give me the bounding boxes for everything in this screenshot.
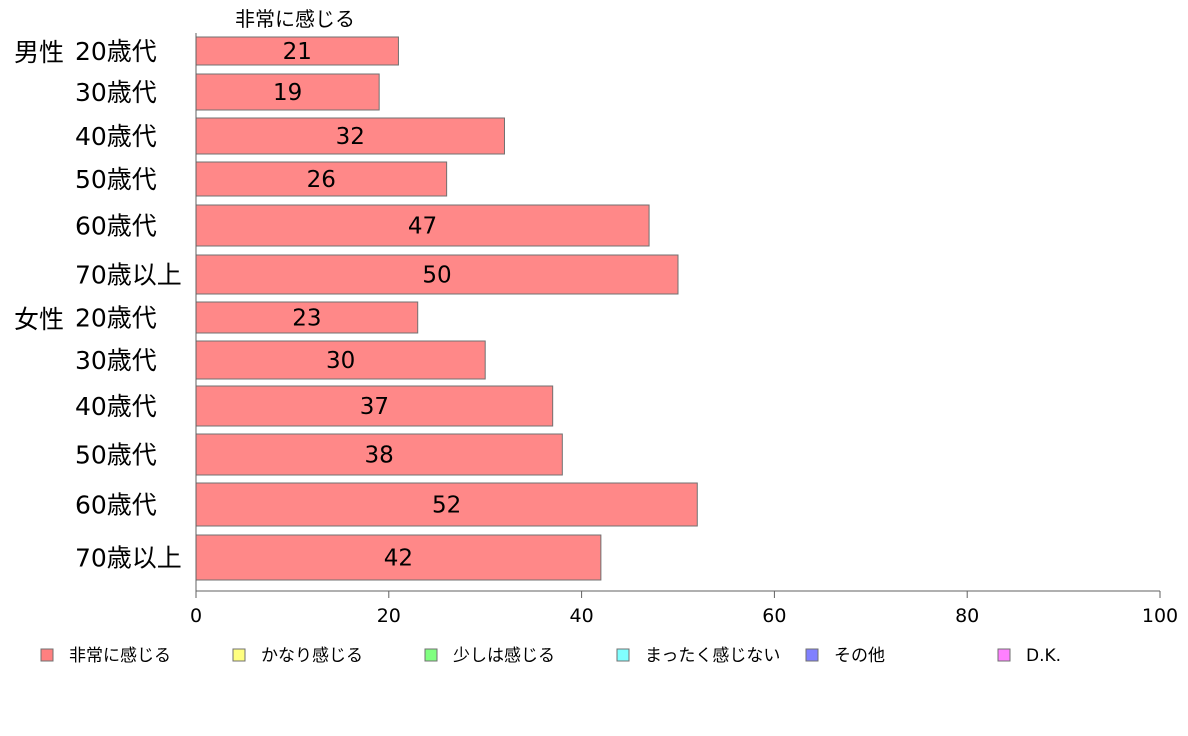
x-tick-label: 60 <box>762 605 786 627</box>
bar-7 <box>195 301 419 334</box>
category-label: 60歳代 <box>75 491 157 520</box>
legend-swatch <box>424 648 438 662</box>
x-tick-label: 80 <box>955 605 979 627</box>
bar-3 <box>195 117 505 155</box>
category-label: 20歳代 <box>75 37 157 66</box>
category-label: 50歳代 <box>75 441 157 470</box>
bar-10 <box>195 433 563 476</box>
x-tick-label: 20 <box>377 605 401 627</box>
bar-2 <box>195 73 380 111</box>
category-label: 40歳代 <box>75 392 157 421</box>
bars-layer: 21 20歳代 19 30歳代 32 40歳代 26 50歳代 47 60歳代 50 70歳以上 23 2… <box>75 36 698 581</box>
x-axis: 0 20 40 60 80 100 <box>190 33 1178 627</box>
bar-value-label: 26 <box>307 167 336 193</box>
category-label: 50歳代 <box>75 165 157 194</box>
group-label-male: 男性 <box>14 38 64 67</box>
bar-value-label: 21 <box>283 39 312 65</box>
bar-value-label: 42 <box>384 546 413 572</box>
legend-swatch <box>997 648 1011 662</box>
bar-5 <box>195 204 650 247</box>
legend-label: 少しは感じる <box>453 646 555 666</box>
category-label: 30歳代 <box>75 78 157 107</box>
legend-swatch <box>616 648 630 662</box>
legend-swatch <box>40 648 54 662</box>
bar-value-label: 37 <box>360 394 389 420</box>
legend-swatch <box>805 648 819 662</box>
bar-11 <box>195 482 698 527</box>
column-header: 非常に感じる <box>235 7 355 31</box>
bar-4 <box>195 161 448 197</box>
x-tick-label: 40 <box>570 605 594 627</box>
x-tick-label: 100 <box>1142 605 1178 627</box>
category-label: 30歳代 <box>75 346 157 375</box>
legend-label: その他 <box>834 646 885 666</box>
legend-swatch <box>232 648 246 662</box>
legend: 非常に感じる かなり感じる 少しは感じる まったく感じない その他 D.K. <box>40 646 1061 666</box>
bar-value-label: 30 <box>326 348 355 374</box>
bar-12 <box>195 534 602 581</box>
bar-value-label: 32 <box>336 124 365 150</box>
group-label-female: 女性 <box>14 305 64 334</box>
bar-value-label: 23 <box>292 306 321 332</box>
bar-value-label: 19 <box>273 80 302 106</box>
bar-value-label: 38 <box>365 443 394 469</box>
category-label: 70歳以上 <box>75 544 182 573</box>
bar-value-label: 50 <box>422 263 451 289</box>
bar-value-label: 52 <box>432 493 461 519</box>
category-label: 40歳代 <box>75 122 157 151</box>
x-tick-label: 0 <box>190 605 202 627</box>
legend-label: かなり感じる <box>261 646 363 666</box>
bar-value-label: 47 <box>408 214 437 240</box>
bar-1 <box>195 36 399 66</box>
legend-label: 非常に感じる <box>69 646 171 666</box>
legend-label: D.K. <box>1026 646 1061 666</box>
category-label: 70歳以上 <box>75 261 182 290</box>
bar-6 <box>195 254 679 295</box>
category-label: 20歳代 <box>75 304 157 333</box>
legend-label: まったく感じない <box>645 646 780 666</box>
category-label: 60歳代 <box>75 212 157 241</box>
